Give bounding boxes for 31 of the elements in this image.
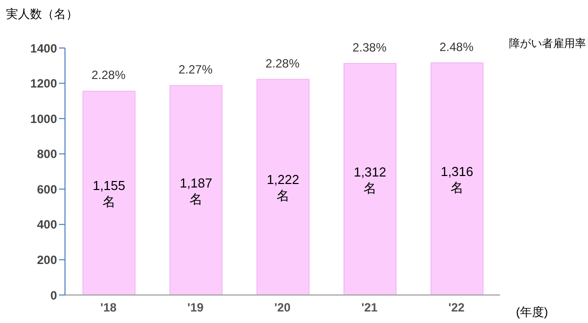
- x-axis-title: (年度): [516, 304, 548, 321]
- x-tick-label: '22: [448, 300, 465, 315]
- y-tick-label: 0: [50, 288, 58, 302]
- y-tick-label: 800: [36, 147, 58, 162]
- x-tick-label: '19: [187, 300, 204, 315]
- x-tick-label: '20: [274, 300, 291, 315]
- data-label: 1,316 名: [440, 164, 474, 195]
- x-tick-label: '18: [100, 300, 117, 315]
- y-tick-label: 1200: [30, 76, 58, 91]
- bar: [170, 85, 222, 295]
- annotation: 2.48%: [439, 40, 474, 54]
- bar: [430, 62, 484, 295]
- bar: [344, 63, 396, 295]
- annotation: 2.28%: [265, 56, 300, 70]
- data-label: 1,187 名: [180, 175, 212, 206]
- data-label: 1,222 名: [266, 172, 300, 204]
- x-tick-label: '21: [361, 300, 378, 315]
- y-tick-label: 1400: [30, 41, 58, 56]
- text: 障がい者雇用率: [509, 36, 586, 51]
- y-tick-label: 200: [36, 252, 58, 267]
- y-tick-label: 400: [36, 218, 58, 232]
- bar: [82, 90, 136, 295]
- bar: [256, 78, 310, 295]
- data-label: 1,155 名: [92, 178, 126, 210]
- annotation: 2.27%: [178, 62, 213, 77]
- annotation: 2.38%: [352, 40, 387, 55]
- data-label: 1,312 名: [354, 164, 386, 196]
- y-axis-title: 実人数（名）: [6, 6, 78, 23]
- y-tick-label: 1000: [30, 112, 58, 126]
- annotation: 2.28%: [91, 68, 126, 82]
- y-tick-label: 600: [36, 182, 58, 196]
